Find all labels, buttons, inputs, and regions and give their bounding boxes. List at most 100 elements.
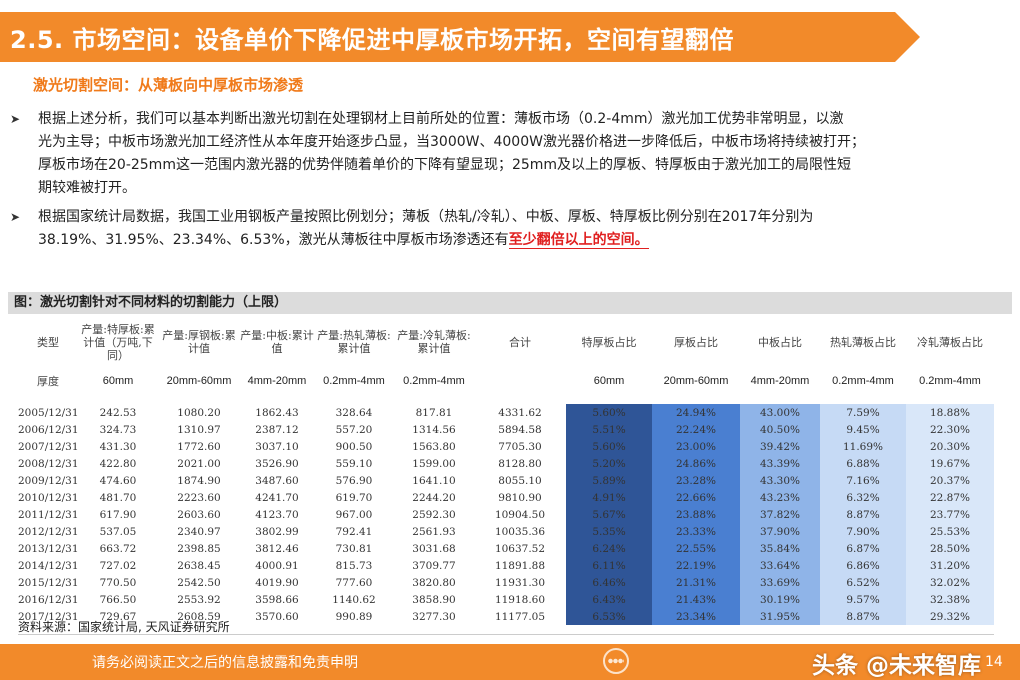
table-cell: 4123.70 — [255, 508, 299, 521]
table-cell: 35.84% — [740, 540, 820, 557]
page-title: 2.5. 市场空间：设备单价下降促进中厚板市场开拓，空间有望翻倍 — [10, 26, 734, 54]
table-cell: 4.91% — [566, 489, 652, 506]
disclaimer-text: 请务必阅读正文之后的信息披露和免责申明 — [92, 655, 358, 671]
table-cell: 770.50 — [99, 576, 137, 589]
table-row: 2013/12/31 663.72 2398.85 3812.46 730.81 3031… — [18, 540, 994, 557]
table-cell: 7705.30 — [498, 440, 542, 453]
table-cell: 2553.92 — [177, 593, 221, 606]
table-cell: 2387.12 — [255, 423, 299, 436]
table-cell: 5.51% — [566, 421, 652, 438]
table-cell: 3487.60 — [255, 474, 299, 487]
table-cell: 576.90 — [335, 474, 373, 487]
thickness-cell: 4mm-20mm — [750, 375, 810, 387]
table-cell: 6.24% — [566, 540, 652, 557]
table-cell: 5.35% — [566, 523, 652, 540]
table-cell: 3037.10 — [255, 440, 299, 453]
table-cell: 43.23% — [740, 489, 820, 506]
table-cell: 1772.60 — [177, 440, 221, 453]
table-cell: 22.30% — [906, 421, 994, 438]
table-cell: 324.73 — [99, 423, 137, 436]
arrow-bullet-icon: ➤ — [10, 210, 21, 224]
thickness-cell: 4mm-20mm — [247, 375, 307, 387]
table-cell: 24.86% — [652, 455, 740, 472]
table-cell: 2008/12/31 — [18, 457, 79, 470]
table-cell: 33.69% — [740, 574, 820, 591]
table-cell: 2016/12/31 — [18, 593, 79, 606]
table-cell: 5.60% — [566, 438, 652, 455]
table-row: 2007/12/31 431.30 1772.60 3037.10 900.50 1563… — [18, 438, 994, 455]
table-cell: 11891.88 — [494, 559, 546, 572]
bullet-item-analysis: ➤ 根据上述分析，我们可以基本判断出激光切割在处理钢材上目前所处的位置：薄板市场… — [8, 108, 998, 200]
table-cell: 2017/12/31 — [18, 610, 79, 623]
table-cell: 6.52% — [820, 574, 906, 591]
logo-dots-icon — [608, 657, 624, 665]
table-cell: 5.20% — [566, 455, 652, 472]
table-cell: 43.39% — [740, 455, 820, 472]
table-cell: 3570.60 — [255, 610, 299, 623]
divider — [18, 634, 994, 635]
thickness-cell: 0.2mm-4mm — [323, 375, 385, 387]
table-cell: 1641.10 — [412, 474, 456, 487]
table-cell: 557.20 — [335, 423, 373, 436]
table-cell: 2014/12/31 — [18, 559, 79, 572]
table-cell: 11918.60 — [494, 593, 546, 606]
table-cell: 5894.58 — [498, 423, 542, 436]
table-cell: 43.00% — [740, 404, 820, 421]
thickness-cell: 0.2mm-4mm — [403, 375, 465, 387]
table-row: 2017/12/31 729.67 2608.59 3570.60 990.89 3277… — [18, 608, 994, 625]
table-cell: 23.33% — [652, 523, 740, 540]
table-cell: 1140.62 — [332, 593, 376, 606]
table-cell: 617.90 — [99, 508, 137, 521]
table-cell: 6.53% — [566, 608, 652, 625]
table-cell: 4331.62 — [498, 406, 542, 419]
table-cell: 559.10 — [335, 457, 373, 470]
table-cell: 3277.30 — [412, 610, 456, 623]
column-header: 合计 — [509, 335, 531, 349]
bullet-text-line: 根据上述分析，我们可以基本判断出激光切割在处理钢材上目前所处的位置：薄板市场（0… — [38, 111, 844, 127]
table-cell: 6.88% — [820, 455, 906, 472]
table-cell: 7.59% — [820, 404, 906, 421]
table-cell: 22.19% — [652, 557, 740, 574]
table-cell: 2638.45 — [177, 559, 221, 572]
table-cell: 10904.50 — [494, 508, 546, 521]
table-cell: 22.55% — [652, 540, 740, 557]
table-cell: 3820.80 — [412, 576, 456, 589]
page-number: 14 — [985, 654, 1003, 670]
column-header: 特厚板占比 — [581, 335, 637, 349]
table-cell: 32.02% — [906, 574, 994, 591]
source-note: 资料来源：国家统计局, 天风证券研究所 — [18, 620, 230, 634]
thickness-cell: 20mm-60mm — [166, 375, 232, 387]
column-header: 产量:厚钢板:累计值 — [162, 329, 236, 355]
column-header: 热轧薄板占比 — [830, 335, 896, 349]
table-body: 2005/12/31 242.53 1080.20 1862.43 328.64 817.… — [18, 404, 994, 625]
bullet-text-line: 根据国家统计局数据，我国工业用钢板产量按照比例划分；薄板（热轧/冷轧）、中板、厚… — [38, 209, 814, 225]
table-cell: 2011/12/31 — [18, 508, 79, 521]
table-cell: 619.70 — [335, 491, 373, 504]
table-cell: 1314.56 — [412, 423, 456, 436]
thickness-cell: 20mm-60mm — [663, 375, 729, 387]
table-cell: 990.89 — [335, 610, 373, 623]
table-cell: 11931.30 — [494, 576, 546, 589]
bullet-text-line: 38.19%、31.95%、23.34%、6.53%，激光从薄板往中厚板市场渗透… — [38, 229, 998, 252]
thickness-cell: 厚度 — [37, 375, 59, 388]
table-cell: 1080.20 — [177, 406, 221, 419]
table-cell: 18.88% — [906, 404, 994, 421]
table-cell: 2592.30 — [412, 508, 456, 521]
bullet-text-line: 光为主导；中板市场激光加工经济性从本年度开始逐步凸显，当3000W、4000W激… — [38, 134, 865, 150]
table-cell: 6.46% — [566, 574, 652, 591]
table-row: 2014/12/31 727.02 2638.45 4000.91 815.73 3709… — [18, 557, 994, 574]
table-unit-row: 厚度 60mm 20mm-60mm 4mm-20mm 0.2mm-4mm 0.2mm-4m… — [18, 368, 994, 394]
bullet-item-statistics: ➤ 根据国家统计局数据，我国工业用钢板产量按照比例划分；薄板（热轧/冷轧）、中板… — [8, 206, 998, 252]
table-cell: 23.77% — [906, 506, 994, 523]
table-cell: 3812.46 — [255, 542, 299, 555]
table-cell: 10035.36 — [494, 525, 546, 538]
table-row: 2009/12/31 474.60 1874.90 3487.60 576.90 1641… — [18, 472, 994, 489]
table-row: 2005/12/31 242.53 1080.20 1862.43 328.64 817.… — [18, 404, 994, 421]
table-cell: 39.42% — [740, 438, 820, 455]
highlight-text: 至少翻倍以上的空间。 — [508, 232, 649, 249]
table-row: 2012/12/31 537.05 2340.97 3802.99 792.41 2561… — [18, 523, 994, 540]
table-cell: 5.60% — [566, 404, 652, 421]
table-cell: 20.37% — [906, 472, 994, 489]
table-cell: 1862.43 — [255, 406, 299, 419]
table-cell: 422.80 — [99, 457, 137, 470]
